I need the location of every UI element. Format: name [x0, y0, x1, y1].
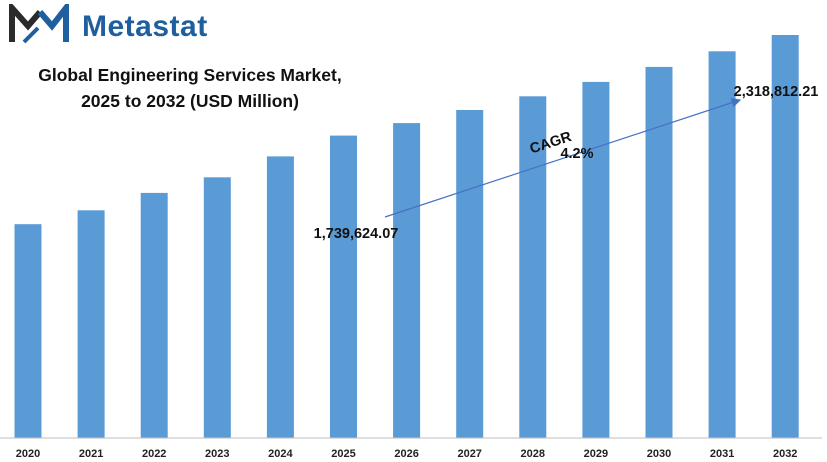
bar-2026	[393, 123, 421, 438]
bar-2021	[77, 210, 105, 438]
x-tick-label-2024: 2024	[268, 448, 293, 460]
metastat-logo: Metastat	[8, 4, 248, 48]
chart-title-line2: 2025 to 2032 (USD Million)	[81, 91, 299, 111]
cagr-value: 4.2%	[560, 146, 593, 162]
x-tick-label-2029: 2029	[584, 448, 608, 460]
bar-2031	[708, 51, 736, 439]
data-label-2032: 2,318,812.21	[734, 84, 819, 100]
bar-2022	[140, 192, 168, 438]
x-tick-label-2022: 2022	[142, 448, 166, 460]
bar-2030	[645, 66, 673, 439]
x-tick-label-2026: 2026	[394, 448, 418, 460]
bar-2020	[14, 224, 42, 438]
x-tick-label-2020: 2020	[16, 448, 40, 460]
bar-series	[14, 35, 799, 439]
data-label-2025: 1,739,624.07	[314, 226, 399, 242]
x-tick-label-2032: 2032	[773, 448, 797, 460]
x-tick-label-2027: 2027	[457, 448, 481, 460]
x-tick-label-2031: 2031	[710, 448, 734, 460]
bar-2032	[771, 35, 799, 438]
x-tick-label-2028: 2028	[521, 448, 545, 460]
bar-2029	[582, 81, 610, 439]
bar-2028	[519, 96, 547, 439]
bar-2023	[203, 177, 231, 439]
bar-2027	[456, 110, 484, 438]
x-tick-label-2030: 2030	[647, 448, 671, 460]
bar-2025	[330, 135, 357, 438]
metastat-m-logo-icon	[9, 4, 69, 44]
x-axis-tick-labels: 2020 2021 2022 2023 2024 2025 2026 2027 2028 2029…	[16, 448, 798, 460]
x-tick-label-2021: 2021	[79, 448, 103, 460]
x-tick-label-2023: 2023	[205, 448, 229, 460]
cagr-arrow	[384, 98, 742, 218]
x-tick-label-2025: 2025	[331, 448, 355, 460]
bar-2024	[266, 156, 294, 438]
chart-title: Global Engineering Services Market, 2025…	[20, 62, 360, 114]
chart-title-line1: Global Engineering Services Market,	[38, 65, 342, 85]
brand-name: Metastat	[82, 10, 208, 43]
